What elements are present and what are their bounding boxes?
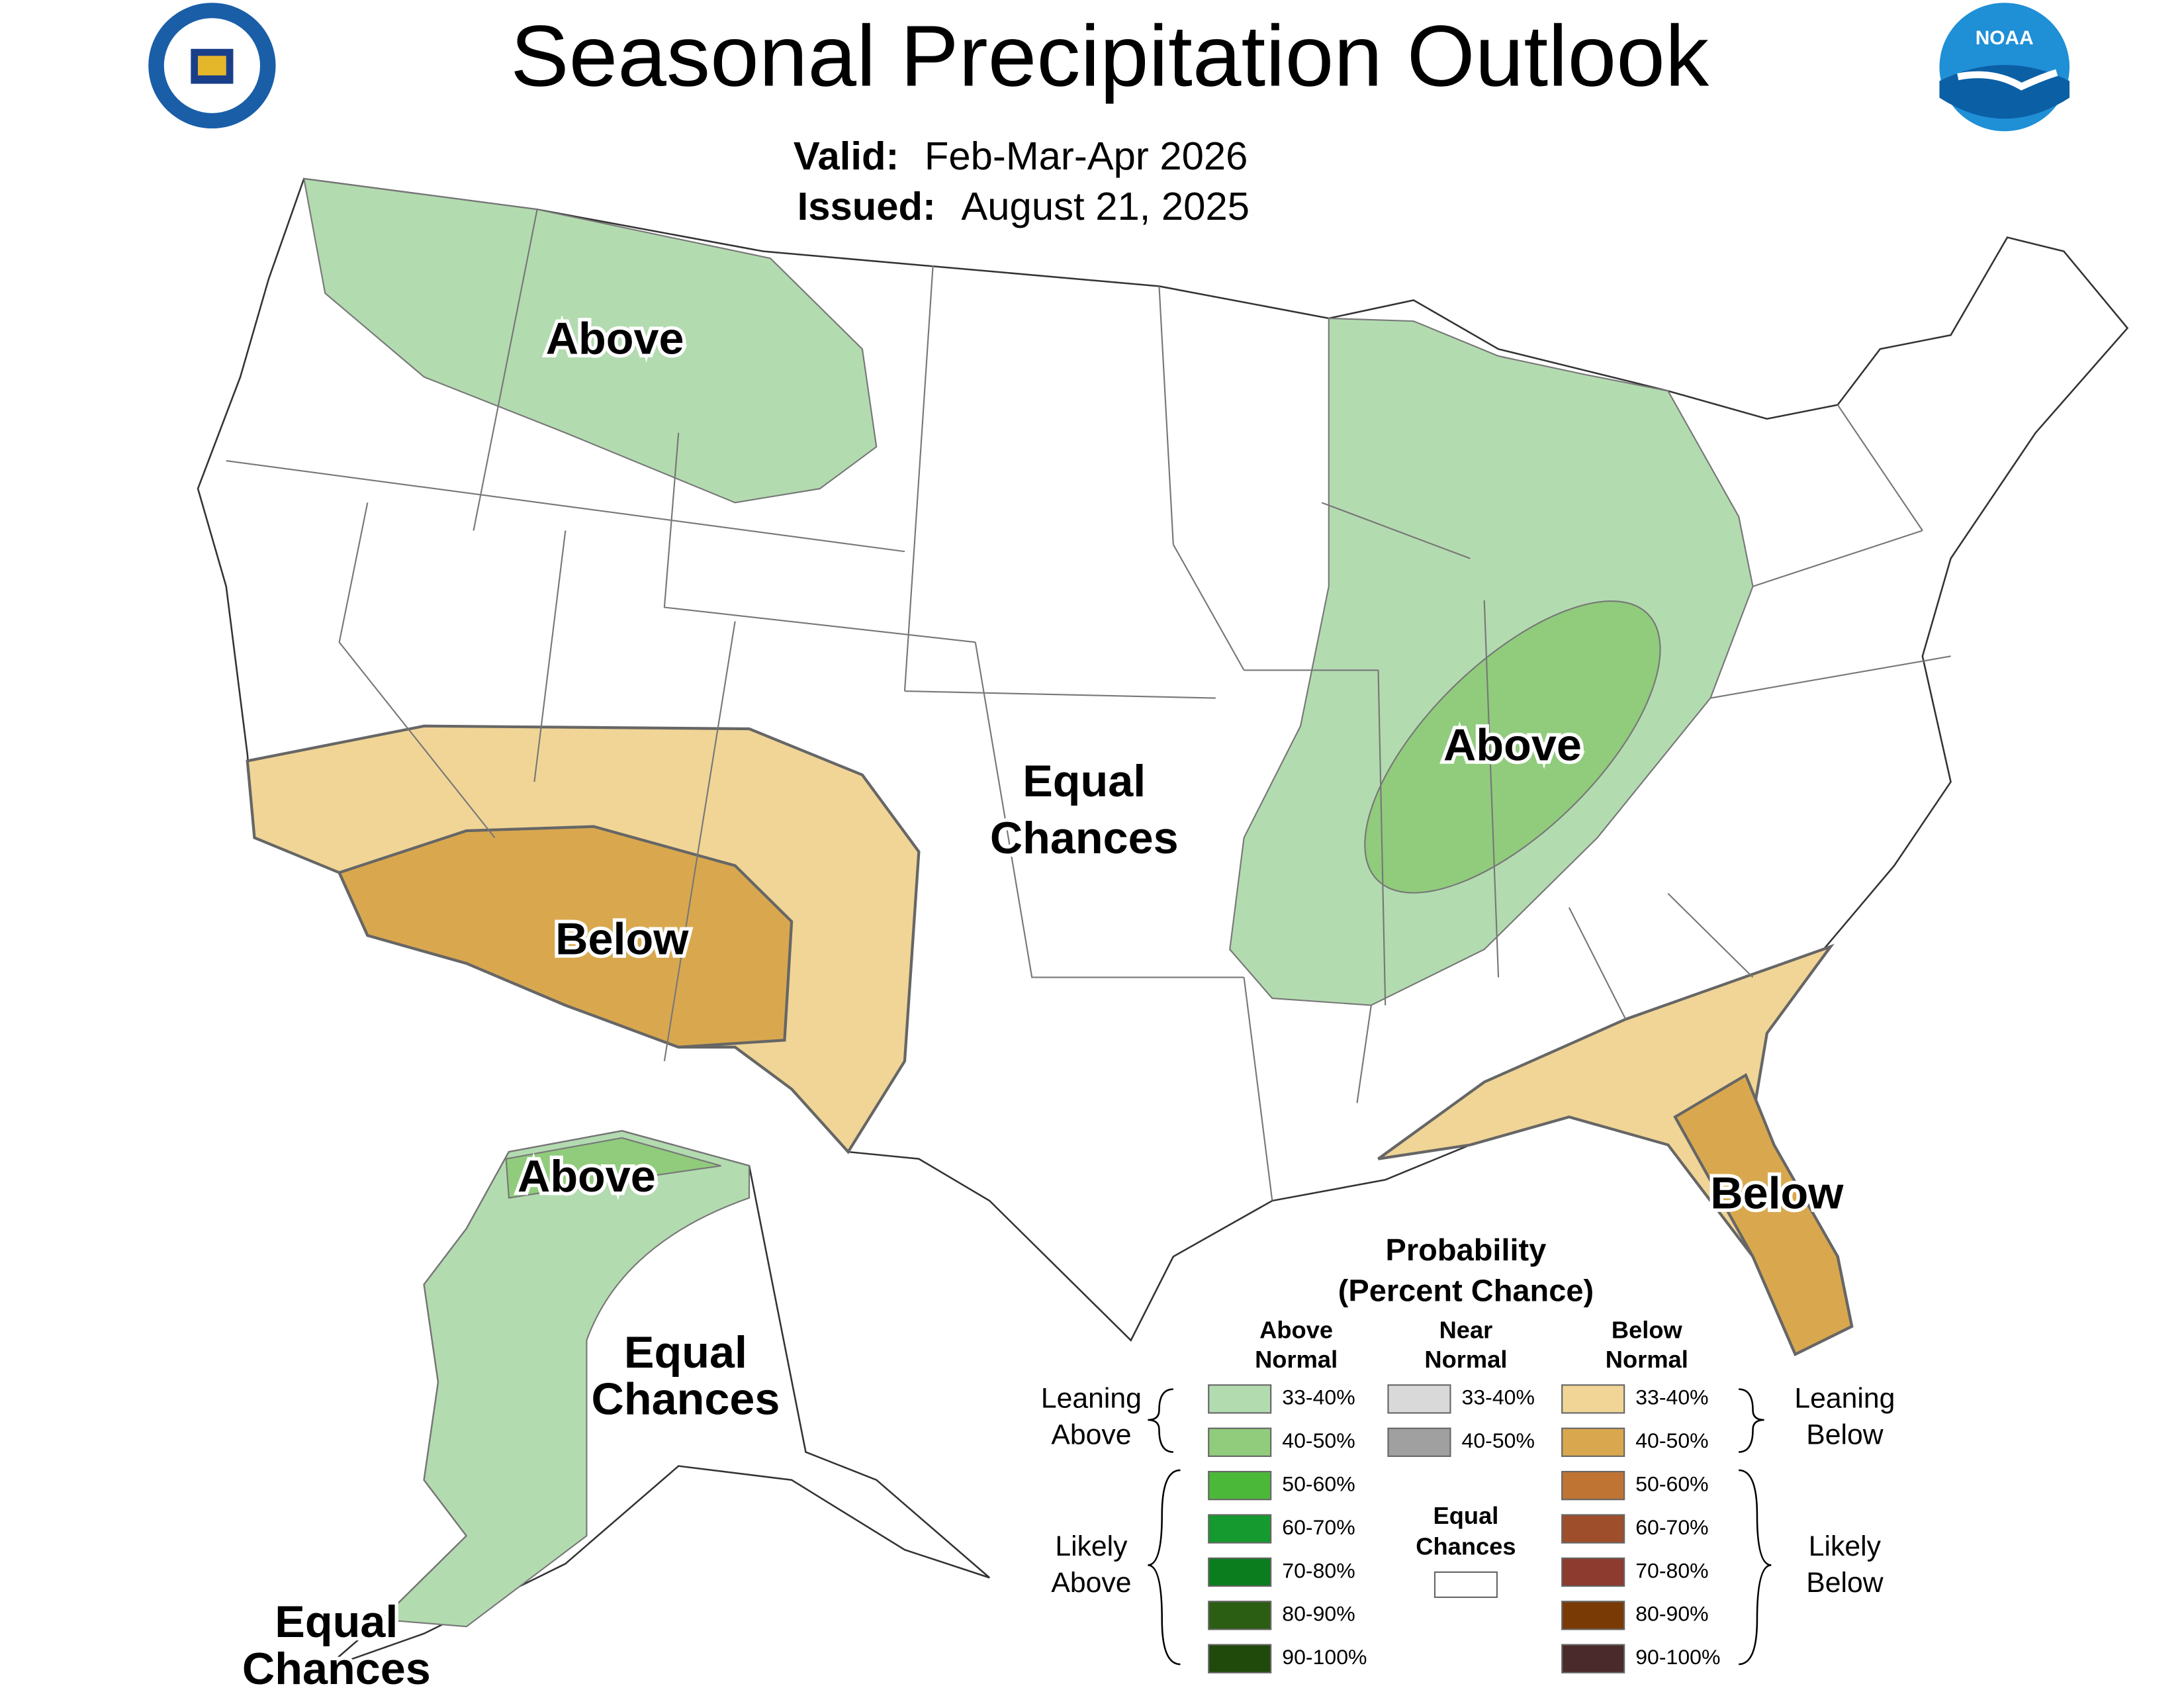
map-label: Equal: [275, 1597, 398, 1647]
brace-label: Above: [1051, 1567, 1131, 1598]
legend-swatch: [1208, 1601, 1272, 1630]
column-header: Above: [1259, 1317, 1333, 1344]
legend-range: 50-60%: [1635, 1472, 1708, 1496]
brace: [1739, 1388, 1764, 1453]
legend-range: 33-40%: [1462, 1385, 1535, 1409]
map-label: Above: [518, 1152, 656, 1201]
legend-swatch: [1208, 1644, 1272, 1673]
legend: Probability(Percent Chance)AboveNormal33…: [1041, 1233, 1895, 1673]
brace: [1148, 1469, 1181, 1665]
legend-swatch: [1208, 1514, 1272, 1544]
brace-label: Likely: [1055, 1530, 1128, 1562]
brace: [1148, 1388, 1173, 1453]
brace-label: Likely: [1809, 1530, 1882, 1562]
legend-swatch: [1208, 1471, 1272, 1501]
legend-swatch: [1208, 1557, 1272, 1587]
legend-range: 50-60%: [1282, 1472, 1355, 1496]
legend-range: 80-90%: [1635, 1602, 1708, 1626]
legend-range: 70-80%: [1282, 1558, 1355, 1582]
equal-chances-label: Equal: [1433, 1502, 1499, 1529]
map-label: Equal: [1023, 757, 1146, 807]
valid-value: Feb-Mar-Apr 2026: [925, 134, 1248, 178]
column-header: Normal: [1424, 1346, 1507, 1373]
legend-title: (Percent Chance): [1338, 1274, 1594, 1308]
legend-swatch: [1387, 1427, 1451, 1457]
legend-range: 33-40%: [1282, 1385, 1355, 1409]
column-header: Near: [1439, 1317, 1493, 1344]
brace-label: Leaning: [1794, 1383, 1895, 1414]
legend-range: 90-100%: [1282, 1645, 1367, 1669]
brace-label: Above: [1051, 1419, 1131, 1450]
alaska: [324, 1130, 990, 1669]
brace-label: Below: [1806, 1567, 1884, 1598]
title: Seasonal Precipitation Outlook: [510, 7, 1709, 104]
commerce-logo: [148, 3, 276, 129]
brace-label: Below: [1806, 1419, 1884, 1450]
map-label: Equal: [624, 1328, 747, 1378]
brace: [1739, 1469, 1772, 1665]
conus: [197, 177, 2129, 1356]
brace-label: Leaning: [1041, 1383, 1142, 1414]
legend-swatch: [1561, 1557, 1625, 1587]
equal-chances-swatch: [1433, 1571, 1498, 1598]
legend-swatch: [1561, 1427, 1625, 1457]
legend-swatch: [1561, 1514, 1625, 1544]
legend-range: 33-40%: [1635, 1385, 1708, 1409]
issued-value: August 21, 2025: [961, 184, 1250, 228]
legend-swatch: [1561, 1384, 1625, 1414]
legend-range: 40-50%: [1462, 1429, 1535, 1452]
legend-range: 40-50%: [1282, 1429, 1355, 1452]
legend-range: 60-70%: [1282, 1515, 1355, 1539]
equal-chances-label: Chances: [1416, 1533, 1516, 1560]
legend-swatch: [1387, 1384, 1451, 1414]
column-header: Normal: [1255, 1346, 1338, 1373]
legend-title: Probability: [1386, 1233, 1547, 1267]
legend-range: 60-70%: [1635, 1515, 1708, 1539]
map-label: Chances: [990, 814, 1179, 864]
map-label: Above: [546, 314, 684, 364]
column-header: Below: [1612, 1317, 1683, 1344]
map-label: Below: [1710, 1169, 1843, 1219]
noaa-logo: NOAA: [1939, 3, 2070, 132]
map-labels: AboveAboveEqualChancesBelowBelowAboveEqu…: [239, 311, 1847, 1688]
column-header: Normal: [1606, 1346, 1688, 1373]
map-label: Above: [1443, 721, 1582, 771]
legend-swatch: [1561, 1601, 1625, 1630]
legend-swatch: [1208, 1427, 1272, 1457]
legend-swatch: [1208, 1384, 1272, 1414]
legend-swatch: [1561, 1644, 1625, 1673]
valid-label: Valid:: [794, 134, 899, 178]
map-label: Chances: [591, 1375, 780, 1425]
legend-range: 80-90%: [1282, 1602, 1355, 1626]
legend-range: 90-100%: [1635, 1645, 1720, 1669]
legend-range: 40-50%: [1635, 1429, 1708, 1452]
noaa-text: NOAA: [1976, 27, 2034, 49]
issued-label: Issued:: [797, 184, 936, 228]
map-label: Chances: [242, 1644, 431, 1688]
legend-swatch: [1561, 1471, 1625, 1501]
map-label: Below: [555, 915, 688, 964]
legend-range: 70-80%: [1635, 1558, 1708, 1582]
